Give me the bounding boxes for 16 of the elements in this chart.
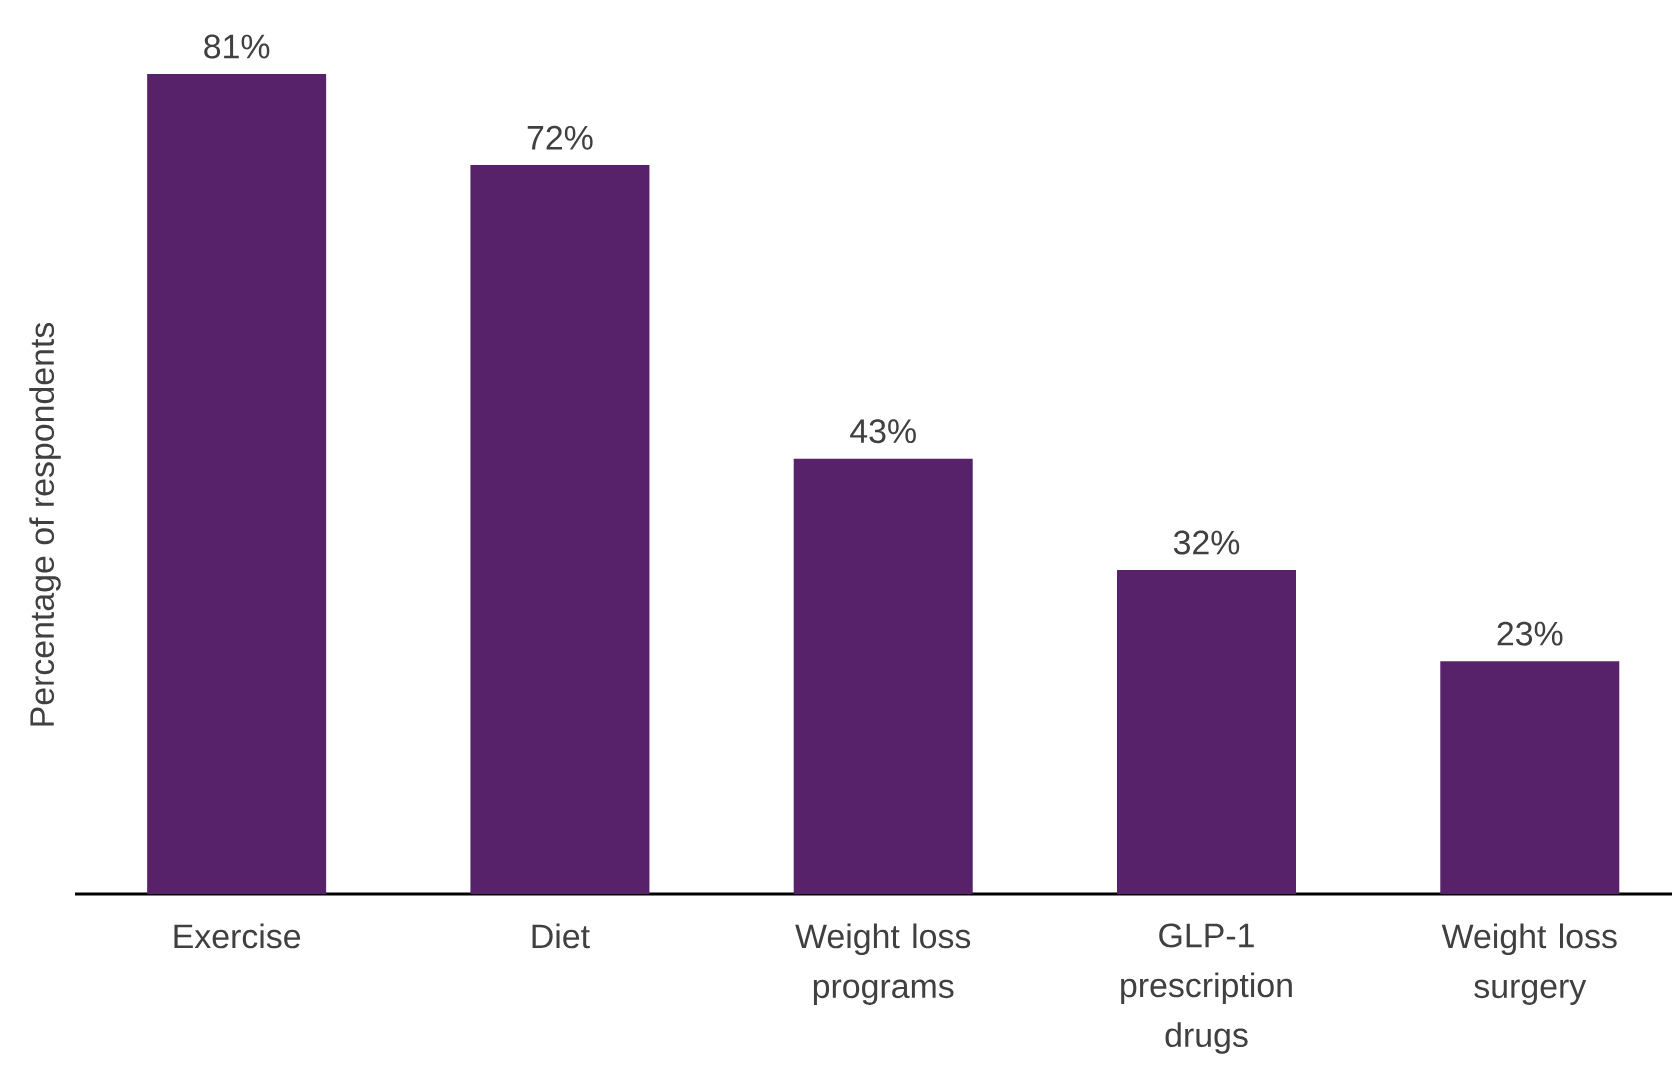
x-tick-label: Exercise [174,923,301,949]
bar [1440,661,1620,894]
bar [1117,570,1296,894]
data-label: 72% [527,125,593,150]
x-tick-label: Weight loss surgery [1441,923,1617,1005]
x-tick-label: GLP-1 prescription drugs [1121,923,1292,1054]
data-label: 43% [850,419,916,444]
bar [470,165,650,894]
x-tick-label: Weight loss programs [795,923,971,1005]
bar [147,74,327,894]
x-tick-label: Diet [532,923,590,949]
data-label: 32% [1173,530,1240,555]
bar [793,458,973,894]
y-axis-title: Percentage of respondents [29,322,61,726]
data-label: 81% [204,34,270,59]
data-label: 23% [1497,621,1563,646]
